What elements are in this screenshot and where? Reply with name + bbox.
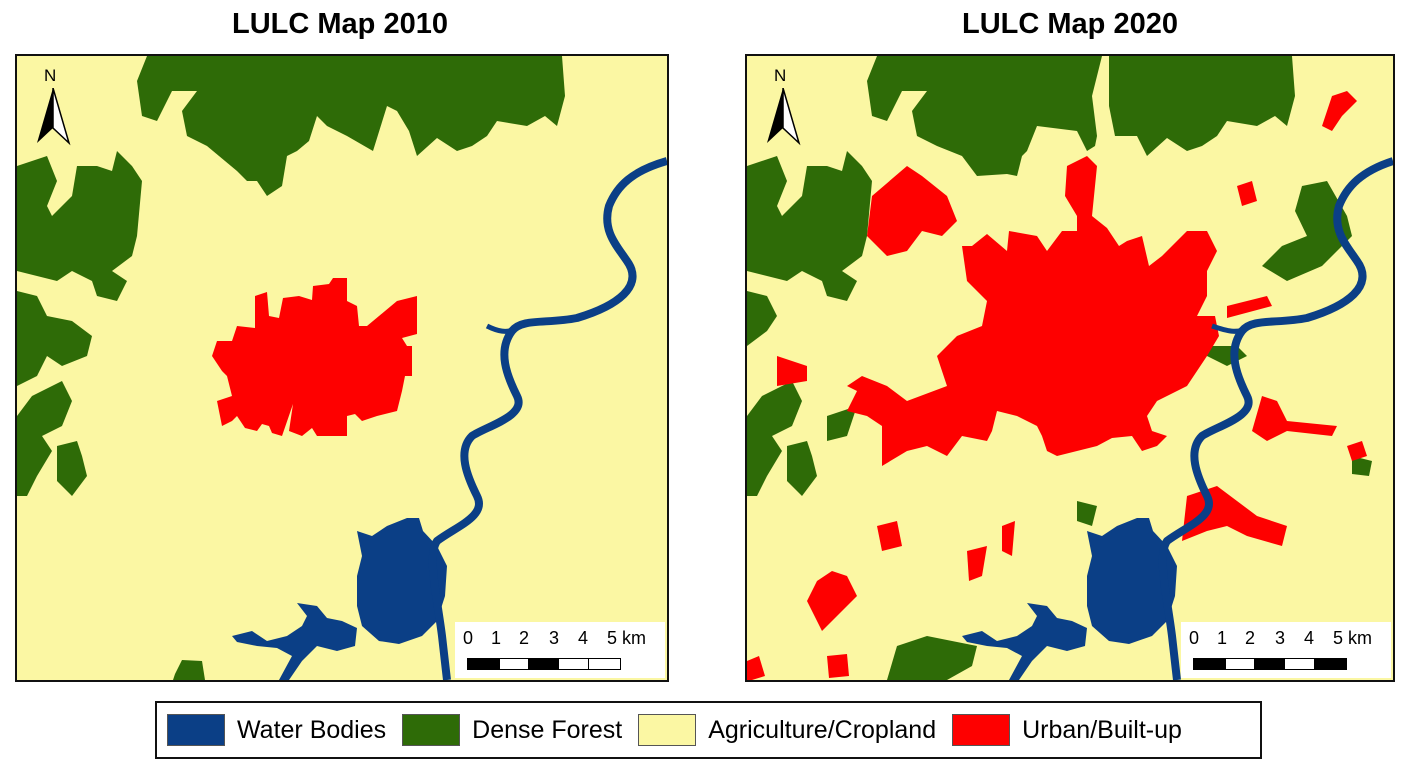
north-label: N — [774, 66, 787, 85]
north-arrow-icon — [37, 88, 71, 146]
urban-swatch — [952, 714, 1011, 746]
scale-tick-4: 4 — [1304, 628, 1315, 648]
legend-label: Water Bodies — [237, 715, 387, 744]
map-legend: Water Bodies Dense Forest Agriculture/Cr… — [155, 701, 1262, 759]
scale-tick-2: 2 — [1245, 628, 1256, 648]
forest-swatch — [402, 714, 461, 746]
cropland-swatch — [638, 714, 697, 746]
scale-tick-0: 0 — [463, 628, 474, 648]
scale-graphic — [467, 658, 621, 670]
scale-tick-5: 5 km — [1333, 628, 1373, 648]
north-label: N — [44, 66, 57, 85]
map-2020-landcover — [747, 56, 1393, 680]
legend-item-water: Water Bodies — [167, 714, 392, 746]
scale-bar: 0 1 2 3 4 5 km — [455, 622, 665, 678]
north-arrow: N — [765, 66, 801, 146]
legend-label: Urban/Built-up — [1022, 715, 1182, 744]
scale-tick-0: 0 — [1189, 628, 1200, 648]
scale-tick-5: 5 km — [607, 628, 647, 648]
scale-tick-1: 1 — [1217, 628, 1228, 648]
map-2010-landcover — [17, 56, 667, 680]
north-arrow: N — [35, 66, 71, 146]
north-arrow-icon — [767, 88, 801, 146]
map-title-2010: LULC Map 2010 — [232, 8, 448, 40]
scale-tick-4: 4 — [578, 628, 589, 648]
scale-tick-1: 1 — [491, 628, 502, 648]
legend-label: Agriculture/Cropland — [708, 715, 937, 744]
lulc-map-2010: N 0 1 2 3 4 5 km — [15, 54, 669, 682]
legend-item-urban: Urban/Built-up — [952, 714, 1188, 746]
legend-item-cropland: Agriculture/Cropland — [638, 714, 942, 746]
legend-item-forest: Dense Forest — [402, 714, 628, 746]
map-title-2020: LULC Map 2020 — [962, 8, 1178, 40]
scale-tick-3: 3 — [1275, 628, 1286, 648]
scale-tick-2: 2 — [519, 628, 530, 648]
scale-tick-3: 3 — [549, 628, 560, 648]
scale-bar: 0 1 2 3 4 5 km — [1181, 622, 1391, 678]
legend-label: Dense Forest — [472, 715, 623, 744]
water-swatch — [167, 714, 225, 746]
scale-graphic — [1193, 658, 1347, 670]
lulc-map-2020: N 0 1 2 3 4 5 km — [745, 54, 1395, 682]
